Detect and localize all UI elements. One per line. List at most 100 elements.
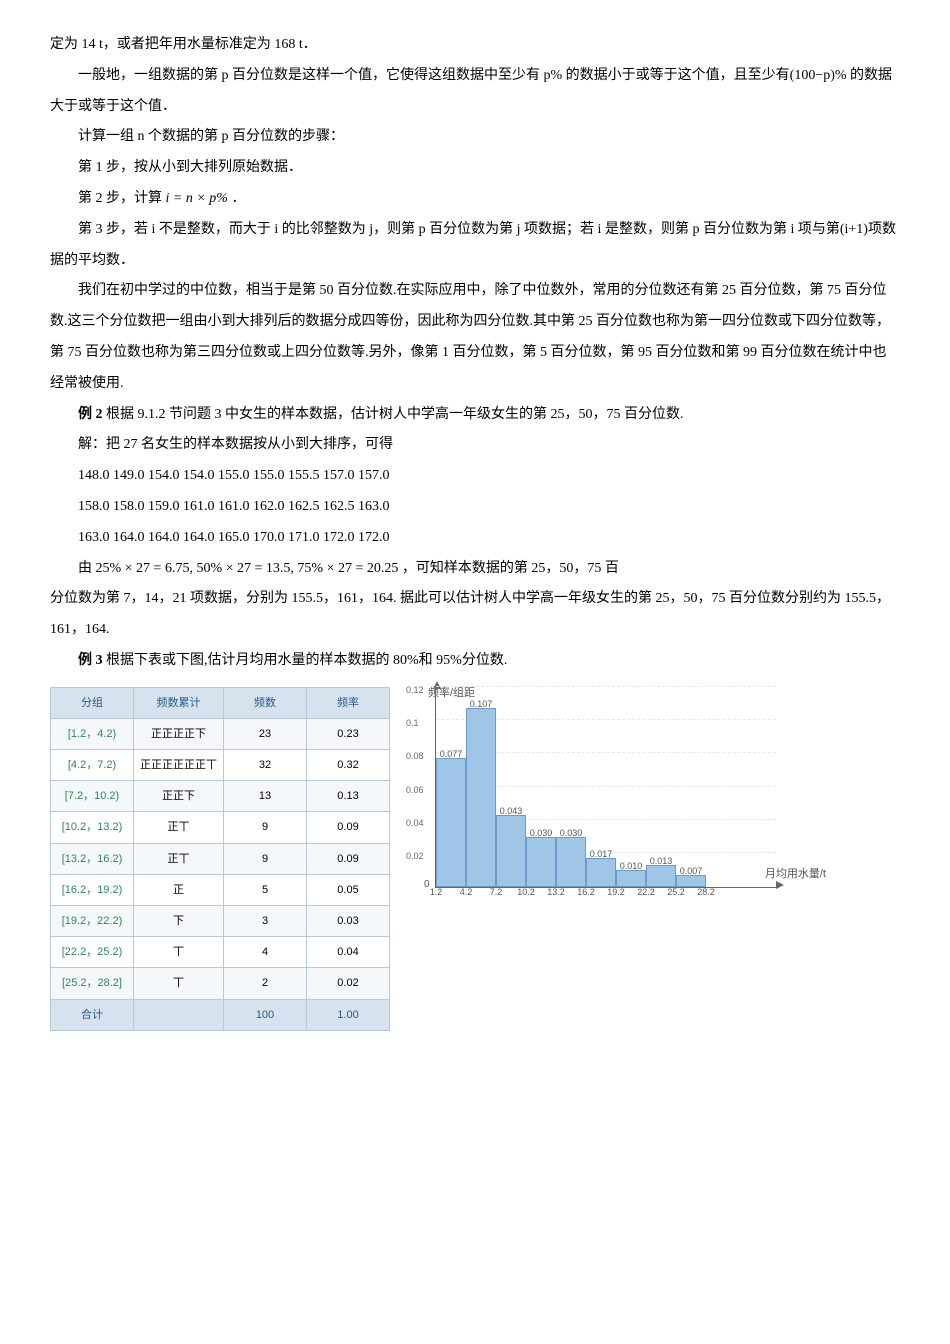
- table-row: [19.2，22.2)下30.03: [51, 906, 390, 937]
- table-header-row: 分组频数累计频数频率: [51, 687, 390, 718]
- table-cell: 32: [224, 750, 307, 781]
- origin-label: 0: [424, 874, 430, 896]
- bar-value-label: 0.077: [440, 745, 463, 765]
- table-row: [13.2，16.2)正丅90.09: [51, 843, 390, 874]
- table-cell: 23: [224, 718, 307, 749]
- table-cell: 9: [224, 843, 307, 874]
- table-cell: 丅: [134, 968, 224, 999]
- table-cell: 正丅: [134, 812, 224, 843]
- table-row: [10.2，13.2)正丅90.09: [51, 812, 390, 843]
- histogram-bar: 0.077: [436, 758, 466, 886]
- x-tick-label: 19.2: [607, 883, 625, 903]
- bar-value-label: 0.007: [680, 862, 703, 882]
- step-2: 第 2 步，计算 i = n × p% ．: [50, 184, 900, 215]
- bar-value-label: 0.030: [530, 824, 553, 844]
- x-tick-label: 13.2: [547, 883, 565, 903]
- para-4: 我们在初中学过的中位数，相当于是第 50 百分位数.在实际应用中，除了中位数外，…: [50, 276, 900, 399]
- table-row: [1.2，4.2)正正正正下230.23: [51, 718, 390, 749]
- table-cell: [22.2，25.2): [51, 937, 134, 968]
- table-cell: 2: [224, 968, 307, 999]
- table-cell: [25.2，28.2]: [51, 968, 134, 999]
- table-row: [7.2，10.2)正正下130.13: [51, 781, 390, 812]
- table-cell: 0.02: [307, 968, 390, 999]
- table-row: [22.2，25.2)丅40.04: [51, 937, 390, 968]
- x-tick-label: 4.2: [460, 883, 473, 903]
- y-tick-label: 0.06: [406, 781, 424, 801]
- table-cell: 正正正正下: [134, 718, 224, 749]
- calc-line: 由 25% × 27 = 6.75, 50% × 27 = 13.5, 75% …: [50, 554, 900, 585]
- table-cell: 0.32: [307, 750, 390, 781]
- table-cell: 5: [224, 874, 307, 905]
- data-row-3: 163.0 164.0 164.0 164.0 165.0 170.0 171.…: [50, 523, 900, 554]
- bar-value-label: 0.107: [470, 695, 493, 715]
- histogram-bar: 0.030: [526, 837, 556, 887]
- x-tick-label: 16.2: [577, 883, 595, 903]
- table-cell: 下: [134, 906, 224, 937]
- y-tick-label: 0.12: [406, 681, 424, 701]
- bar-value-label: 0.030: [560, 824, 583, 844]
- table-cell: 0.09: [307, 843, 390, 874]
- table-row: [4.2，7.2)正正正正正正丅320.32: [51, 750, 390, 781]
- ex2-label: 例 2: [78, 407, 103, 422]
- table-cell: [4.2，7.2): [51, 750, 134, 781]
- x-tick-label: 1.2: [430, 883, 443, 903]
- step2-prefix: 第 2 步，计算: [78, 191, 162, 206]
- y-tick-label: 0.02: [406, 847, 424, 867]
- table-cell: 100: [224, 999, 307, 1030]
- table-cell: 13: [224, 781, 307, 812]
- figure-row: 分组频数累计频数频率 [1.2，4.2)正正正正下230.23[4.2，7.2)…: [50, 687, 900, 1031]
- table-cell: 3: [224, 906, 307, 937]
- table-cell: 0.04: [307, 937, 390, 968]
- bar-value-label: 0.017: [590, 845, 613, 865]
- table-cell: 丅: [134, 937, 224, 968]
- histogram-bar: 0.043: [496, 815, 526, 887]
- conclusion: 分位数为第 7，14，21 项数据，分别为 155.5，161，164. 据此可…: [50, 584, 900, 646]
- table-cell: 正丅: [134, 843, 224, 874]
- table-cell: 正: [134, 874, 224, 905]
- table-cell: [13.2，16.2): [51, 843, 134, 874]
- ex2-text: 根据 9.1.2 节问题 3 中女生的样本数据，估计树人中学高一年级女生的第 2…: [103, 407, 684, 422]
- x-tick-label: 22.2: [637, 883, 655, 903]
- step2-formula: i = n × p%: [162, 191, 231, 206]
- table-row: [25.2，28.2]丅20.02: [51, 968, 390, 999]
- step-3: 第 3 步，若 i 不是整数，而大于 i 的比邻整数为 j，则第 p 百分位数为…: [50, 215, 900, 277]
- frequency-table: 分组频数累计频数频率 [1.2，4.2)正正正正下230.23[4.2，7.2)…: [50, 687, 390, 1031]
- table-cell: 4: [224, 937, 307, 968]
- bar-value-label: 0.010: [620, 857, 643, 877]
- x-tick-label: 7.2: [490, 883, 503, 903]
- gridline: 0.12: [436, 686, 776, 687]
- bar-value-label: 0.013: [650, 852, 673, 872]
- table-cell: [19.2，22.2): [51, 906, 134, 937]
- example-2: 例 2 根据 9.1.2 节问题 3 中女生的样本数据，估计树人中学高一年级女生…: [50, 400, 900, 431]
- histogram: 频率/组距 0 0.020.040.060.080.10.120.0770.10…: [400, 687, 776, 888]
- table-cell: 0.03: [307, 906, 390, 937]
- calc-suffix: ，可知样本数据的第 25，50，75 百: [398, 561, 619, 576]
- table-cell: [16.2，19.2): [51, 874, 134, 905]
- x-tick-label: 10.2: [517, 883, 535, 903]
- table-cell: 正正下: [134, 781, 224, 812]
- histogram-bar: 0.030: [556, 837, 586, 887]
- table-cell: 0.09: [307, 812, 390, 843]
- table-header-cell: 频数累计: [134, 687, 224, 718]
- document-body: 定为 14 t，或者把年用水量标准定为 168 t． 一般地，一组数据的第 p …: [50, 30, 900, 1031]
- plot-area: 0.020.040.060.080.10.120.0770.1070.0430.…: [435, 687, 776, 888]
- x-tick-label: 28.2: [697, 883, 715, 903]
- ex3-label: 例 3: [78, 653, 103, 668]
- data-row-2: 158.0 158.0 159.0 161.0 161.0 162.0 162.…: [50, 492, 900, 523]
- calc-formula: 25% × 27 = 6.75, 50% × 27 = 13.5, 75% × …: [96, 561, 399, 576]
- table-cell: 0.05: [307, 874, 390, 905]
- table-cell: 1.00: [307, 999, 390, 1030]
- para-2: 一般地，一组数据的第 p 百分位数是这样一个值，它使得这组数据中至少有 p% 的…: [50, 61, 900, 123]
- y-tick-label: 0.04: [406, 814, 424, 834]
- x-axis-label: 月均用水量/t: [765, 862, 826, 886]
- para-3: 计算一组 n 个数据的第 p 百分位数的步骤：: [50, 122, 900, 153]
- table-cell: [7.2，10.2): [51, 781, 134, 812]
- table-header-cell: 频数: [224, 687, 307, 718]
- x-tick-label: 25.2: [667, 883, 685, 903]
- table-body: [1.2，4.2)正正正正下230.23[4.2，7.2)正正正正正正丅320.…: [51, 718, 390, 1030]
- table-cell: 0.23: [307, 718, 390, 749]
- table-cell: 合计: [51, 999, 134, 1030]
- y-tick-label: 0.08: [406, 747, 424, 767]
- table-row: 合计 1001.00: [51, 999, 390, 1030]
- para-1: 定为 14 t，或者把年用水量标准定为 168 t．: [50, 30, 900, 61]
